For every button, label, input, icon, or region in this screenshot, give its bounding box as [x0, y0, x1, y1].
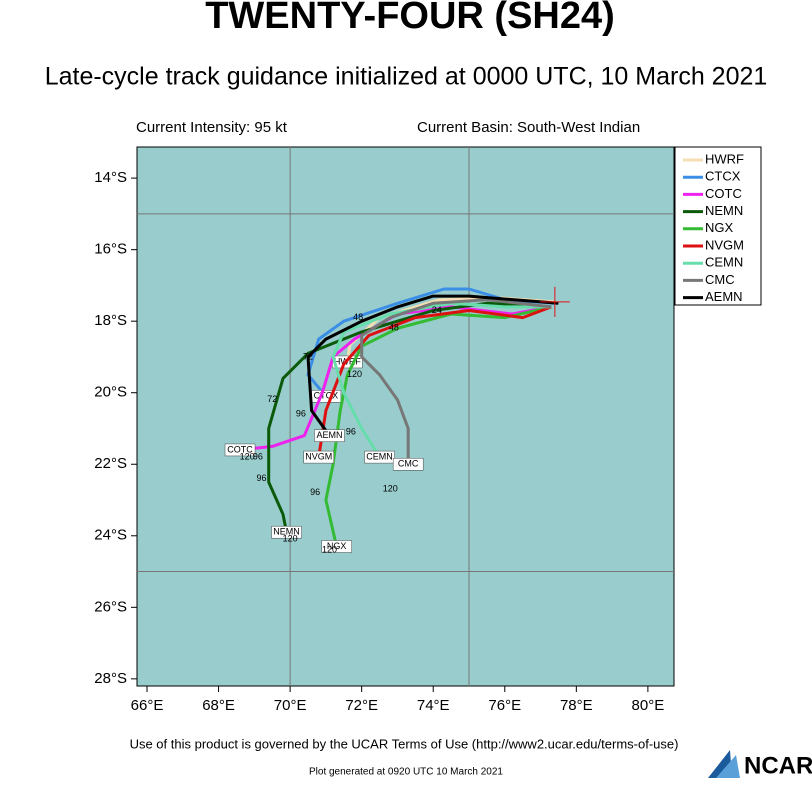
legend-label: CTCX [705, 169, 741, 184]
track-label-box [392, 457, 424, 471]
track-label-box [314, 429, 345, 442]
x-tick-label: 70°E [274, 697, 307, 714]
footer: Use of this product is governed by the U… [130, 736, 679, 751]
track-label: COTC [227, 444, 253, 454]
hour-label: 96 [346, 426, 356, 436]
track [239, 305, 552, 452]
y-tick-label: 20°S [94, 384, 127, 401]
hour-label: 48 [389, 323, 399, 333]
track-label-box [321, 540, 352, 553]
track [267, 301, 552, 533]
intensity: Current Intensity: 95 kt [136, 119, 288, 136]
hour-label: 72 [303, 351, 313, 361]
track [306, 294, 559, 437]
hour-label: 120 [383, 484, 398, 494]
hour-label: 120 [322, 544, 337, 554]
track-label: CMC [398, 459, 419, 469]
hour-label: 72 [267, 394, 277, 404]
track [331, 301, 552, 458]
legend-label: HWRF [705, 151, 744, 166]
track-label-box [271, 525, 302, 539]
x-tick-label: 74°E [417, 697, 450, 714]
hour-label: 96 [310, 487, 320, 497]
basin: Current Basin: South-West Indian [417, 119, 640, 136]
x-tick-label: 80°E [632, 697, 665, 714]
hour-label: 120 [347, 369, 362, 379]
y-tick-label: 26°S [94, 598, 127, 615]
legend-label: CEMN [705, 255, 743, 270]
hour-label: 48 [353, 312, 363, 322]
legend-label: AEMN [705, 289, 743, 304]
legend-label: NVGM [705, 237, 744, 252]
plot-area [136, 146, 675, 687]
legend-label: NGX [705, 220, 734, 235]
track-label: CTCX [314, 391, 339, 401]
track-label-box [303, 450, 334, 464]
hour-label: 96 [296, 409, 306, 419]
track [360, 298, 552, 465]
hour-label: 96 [256, 473, 266, 483]
y-tick-label: 22°S [94, 455, 127, 472]
chart-subtitle: Late-cycle track guidance initialized at… [45, 63, 768, 91]
y-tick-label: 28°S [94, 670, 127, 687]
y-tick-label: 24°S [94, 527, 127, 544]
x-tick-label: 68°E [202, 697, 235, 714]
y-tick-label: 16°S [94, 241, 127, 258]
x-tick-label: 66°E [131, 697, 164, 714]
legend-label: COTC [705, 186, 742, 201]
legend-label: NEMN [705, 203, 743, 218]
track [324, 305, 552, 547]
track [306, 287, 556, 398]
track-label: AEMN [316, 430, 342, 440]
track-label: CEMN [366, 451, 393, 461]
hour-label: 120 [283, 534, 298, 544]
hour-label: 24 [432, 305, 442, 315]
track-label-box [224, 443, 256, 457]
x-tick-label: 76°E [488, 697, 521, 714]
track-label: NGX [327, 541, 347, 551]
legend-box [674, 146, 762, 306]
track-label-box [364, 450, 395, 464]
x-tick-label: 72°E [345, 697, 378, 714]
hour-label: 96 [253, 451, 263, 461]
track-label: NEMN [273, 527, 300, 537]
hour-label: 120 [240, 451, 255, 461]
logo: NCAR [744, 752, 812, 779]
y-tick-label: 14°S [94, 169, 127, 186]
legend-label: CMC [705, 272, 735, 287]
generated: Plot generated at 0920 UTC 10 March 2021 [309, 767, 503, 778]
chart-title: TWENTY-FOUR (SH24) [205, 0, 615, 37]
x-tick-label: 78°E [560, 697, 593, 714]
logo-mark [708, 750, 740, 778]
track [317, 305, 552, 458]
y-tick-label: 18°S [94, 312, 127, 329]
track-label: NVGM [305, 451, 332, 461]
